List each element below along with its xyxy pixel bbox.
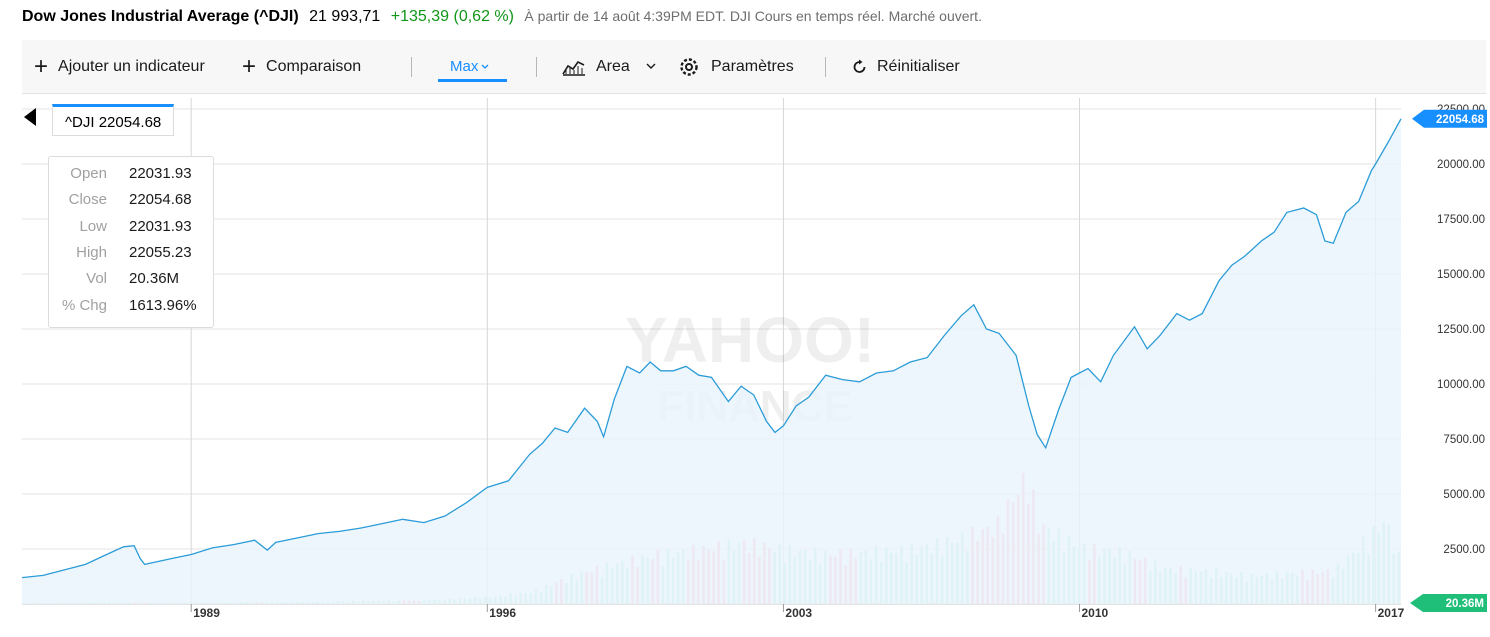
price-area [21,118,1402,605]
index-change: +135,39 (0,62 %) [390,8,514,25]
x-tick-label: 2017 [1378,606,1405,620]
ohlc-key: Open [70,165,107,182]
ohlc-panel: Open 22031.93 Close 22054.68 Low 22031.93 H… [48,156,214,328]
x-tick-label: 2003 [785,606,812,620]
price-chart-svg: YAHOO! FINANCE 22500.0020000.0017500.001… [21,98,1487,620]
y-axis: 22500.0020000.0017500.0015000.0012500.00… [1437,104,1485,611]
ohlc-key: Close [68,191,107,208]
settings-label: Paramètres [711,57,794,75]
toolbar-divider [411,57,412,77]
area-chart-icon [562,60,585,76]
chart-toolbar: + Ajouter un indicateur + Comparaison Ma… [22,40,1486,94]
compare-label: Comparaison [266,57,362,75]
x-tick-label: 2010 [1082,606,1109,620]
price-line [21,118,1402,579]
ohlc-row: High 22055.23 [49,244,213,270]
ohlc-row: Vol 20.36M [49,270,213,296]
last-price-marker: 22054.68 [1412,109,1487,128]
reset-button[interactable]: Réinitialiser [852,40,960,93]
plus-icon: + [34,52,49,80]
ohlc-key: Vol [86,270,107,287]
y-tick-label: 20000.00 [1437,159,1485,171]
chevron-down-icon [646,63,656,69]
y-tick-label: 2500.00 [1443,544,1485,556]
toolbar-divider [825,57,826,77]
ohlc-row: Open 22031.93 [49,165,213,191]
settings-button[interactable]: Paramètres [678,40,794,93]
last-volume-text: 20.36M [1446,598,1484,610]
toolbar-divider [536,57,537,77]
x-axis: 1989 1996 2003 2010 2017 [190,604,1405,620]
ohlc-value: 20.36M [129,270,180,287]
range-label: Max [450,58,479,75]
compare-button[interactable]: + Comparaison [242,40,361,93]
chart-type-select[interactable]: Area [562,40,656,93]
last-volume-badge [1410,594,1487,612]
ohlc-value: 22055.23 [129,244,192,261]
last-price-badge [1412,109,1487,128]
ohlc-value: 22031.93 [129,165,192,182]
y-tick-label: 5000.00 [1443,489,1485,501]
y-tick-label: 10000.00 [1437,379,1485,391]
reset-label: Réinitialiser [877,57,960,75]
ohlc-row: Low 22031.93 [49,218,213,244]
ohlc-row: % Chg 1613.96% [49,297,213,323]
index-name: Dow Jones Industrial Average (^DJI) [22,8,299,25]
index-price: 21 993,71 [309,8,381,25]
y-tick-label: 17500.00 [1437,214,1485,226]
price-area-fill [22,118,1401,605]
scroll-left-arrow-icon[interactable] [24,108,36,126]
market-status: À partir de 14 août 4:39PM EDT. DJI Cour… [524,8,982,24]
range-underline [438,79,507,82]
chart-type-label: Area [596,57,630,75]
ohlc-value: 22031.93 [129,218,192,235]
watermark-yahoo: YAHOO! [625,304,875,376]
quote-header: Dow Jones Industrial Average (^DJI) 21 9… [22,8,982,26]
y-tick-label: 7500.00 [1443,434,1485,446]
reset-icon [853,59,866,73]
y-tick-label: 15000.00 [1437,269,1485,281]
ohlc-key: High [76,244,107,261]
add-indicator-button[interactable]: + Ajouter un indicateur [34,40,205,93]
ohlc-key: % Chg [61,297,107,314]
price-chart[interactable]: YAHOO! FINANCE 22500.0020000.0017500.001… [0,94,1490,632]
symbol-tooltip: ^DJI 22054.68 [52,104,175,136]
plus-icon: + [242,52,257,80]
range-select[interactable]: Max [450,40,489,93]
y-tick-label: 12500.00 [1437,324,1485,336]
x-tick-label: 1996 [489,606,516,620]
chevron-down-icon [481,64,489,69]
last-volume-marker: 20.36M [1410,594,1487,612]
ohlc-row: Close 22054.68 [49,191,213,217]
ohlc-key: Low [79,218,107,235]
ohlc-value: 22054.68 [129,191,192,208]
ohlc-value: 1613.96% [129,297,197,314]
x-tick-label: 1989 [193,606,220,620]
gear-icon [680,57,698,76]
last-price-text: 22054.68 [1436,114,1485,126]
add-indicator-label: Ajouter un indicateur [58,57,205,75]
